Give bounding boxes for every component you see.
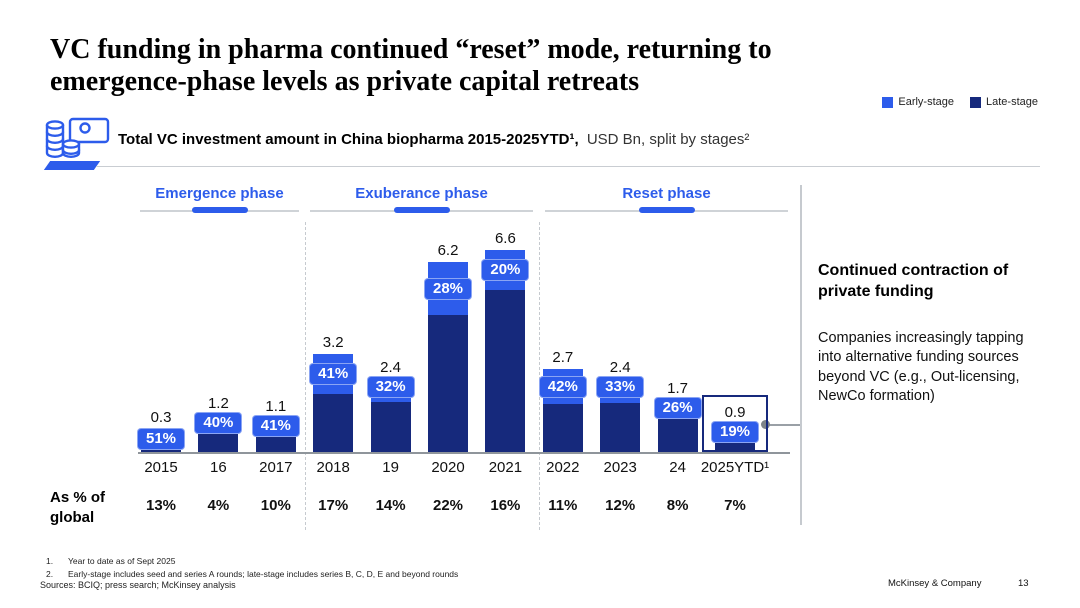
global-share-value: 22%	[432, 497, 464, 514]
early-share-badge: 20%	[481, 259, 530, 281]
global-share-value: 8%	[666, 497, 689, 514]
early-share-badge: 41%	[309, 363, 358, 385]
footnote-number: 2.	[46, 568, 54, 579]
global-share-value: 16%	[490, 497, 521, 514]
phase-label: Reset phase	[622, 185, 711, 202]
page-title: VC funding in pharma continued “reset” m…	[50, 34, 990, 99]
early-share-badge: 33%	[596, 376, 645, 398]
chart-subtitle-bold: Total VC investment amount in China biop…	[118, 131, 579, 148]
chart-subtitle: Total VC investment amount in China biop…	[118, 131, 749, 148]
year-label: 2021	[488, 459, 523, 476]
phase-accent	[191, 207, 248, 213]
year-label: 2015	[144, 459, 178, 476]
bar-total-label: 0.9	[724, 404, 746, 421]
coins-and-banknote-icon	[44, 116, 116, 166]
bar-total-label: 2.4	[380, 359, 402, 376]
bar-total-label: 0.3	[150, 409, 172, 426]
page-number: 13	[1018, 578, 1029, 589]
early-share-badge: 26%	[653, 397, 702, 419]
footnote-2: 2. Early-stage includes seed and series …	[46, 568, 458, 581]
callout-connector-dot	[761, 420, 770, 429]
header-divider-line	[96, 166, 1040, 167]
early-share-badge: 41%	[251, 415, 300, 437]
year-label: 2018	[316, 459, 350, 476]
global-share-value: 17%	[318, 497, 349, 514]
title-line-2: emergence-phase levels as private capita…	[50, 66, 640, 98]
annotation-heading: Continued contraction of private funding	[818, 262, 1009, 300]
early-share-badge: 28%	[424, 277, 472, 300]
year-label: 2017	[259, 459, 293, 476]
footnote-text: Year to date as of Sept 2025	[68, 556, 176, 566]
annotation-divider-line	[800, 185, 802, 525]
footnote-text: Early-stage includes seed and series A r…	[68, 568, 459, 579]
global-share-value: 14%	[375, 497, 406, 514]
legend-item-early-stage: Early-stage	[882, 96, 954, 108]
bar-total-label: 2.4	[609, 359, 631, 376]
x-axis-line	[138, 452, 790, 454]
year-label: 2020	[431, 459, 465, 476]
global-share-row-label: As % of global	[50, 488, 105, 527]
early-share-badge: 32%	[366, 376, 415, 398]
legend-label: Early-stage	[898, 96, 955, 108]
bar-total-label: 1.2	[207, 395, 229, 412]
row-label-line-2: global	[50, 508, 95, 526]
year-label: 19	[382, 459, 399, 476]
bar-total-label: 6.6	[494, 230, 516, 247]
title-line-1: VC funding in pharma continued “reset” m…	[50, 34, 772, 65]
early-share-badge: 51%	[137, 428, 185, 450]
global-share-value: 10%	[260, 497, 291, 514]
phase-label: Emergence phase	[155, 185, 284, 202]
year-label: 2025YTD¹	[700, 459, 770, 476]
phase-accent	[393, 207, 450, 213]
global-share-value: 4%	[207, 497, 230, 514]
legend-item-late-stage: Late-stage	[970, 96, 1038, 108]
footnotes: 1. Year to date as of Sept 2025 2. Early…	[46, 555, 458, 581]
bar-total-label: 1.1	[265, 398, 287, 415]
footnote-1: 1. Year to date as of Sept 2025	[46, 555, 458, 568]
legend: Early-stage Late-stage	[882, 96, 1038, 108]
callout-connector-line	[767, 424, 800, 426]
bar-total-label: 2.7	[552, 349, 574, 366]
global-share-value: 7%	[724, 497, 746, 514]
bar-total-label: 3.2	[322, 334, 344, 351]
late-stage-swatch-icon	[970, 96, 982, 108]
bar-total-label: 6.2	[437, 242, 459, 259]
early-share-badge: 42%	[538, 375, 587, 398]
year-label: 24	[669, 459, 686, 476]
year-label: 2023	[603, 459, 637, 476]
early-share-badge: 19%	[711, 421, 759, 443]
annotation-body: Companies increasingly tapping into alte…	[818, 330, 1024, 405]
footnote-number: 1.	[46, 556, 54, 566]
company-footer: McKinsey & Company	[888, 578, 982, 589]
year-label: 16	[210, 459, 227, 476]
phase-accent	[638, 207, 695, 213]
legend-label: Late-stage	[986, 96, 1038, 108]
early-share-badge: 40%	[194, 412, 243, 434]
sources-line: Sources: BCIQ; press search; McKinsey an…	[40, 580, 236, 590]
phase-label: Exuberance phase	[355, 185, 488, 202]
bar-2021	[485, 250, 526, 452]
year-label: 2022	[546, 459, 580, 476]
global-share-value: 11%	[548, 497, 578, 514]
global-share-value: 12%	[605, 497, 636, 514]
phase-separator-line	[305, 222, 306, 530]
early-stage-swatch-icon	[882, 96, 894, 108]
global-share-value: 13%	[145, 497, 177, 514]
chart-subtitle-unit: USD Bn, split by stages²	[586, 131, 750, 148]
row-label-line-1: As % of	[50, 489, 106, 506]
bar-total-label: 1.7	[667, 380, 689, 397]
